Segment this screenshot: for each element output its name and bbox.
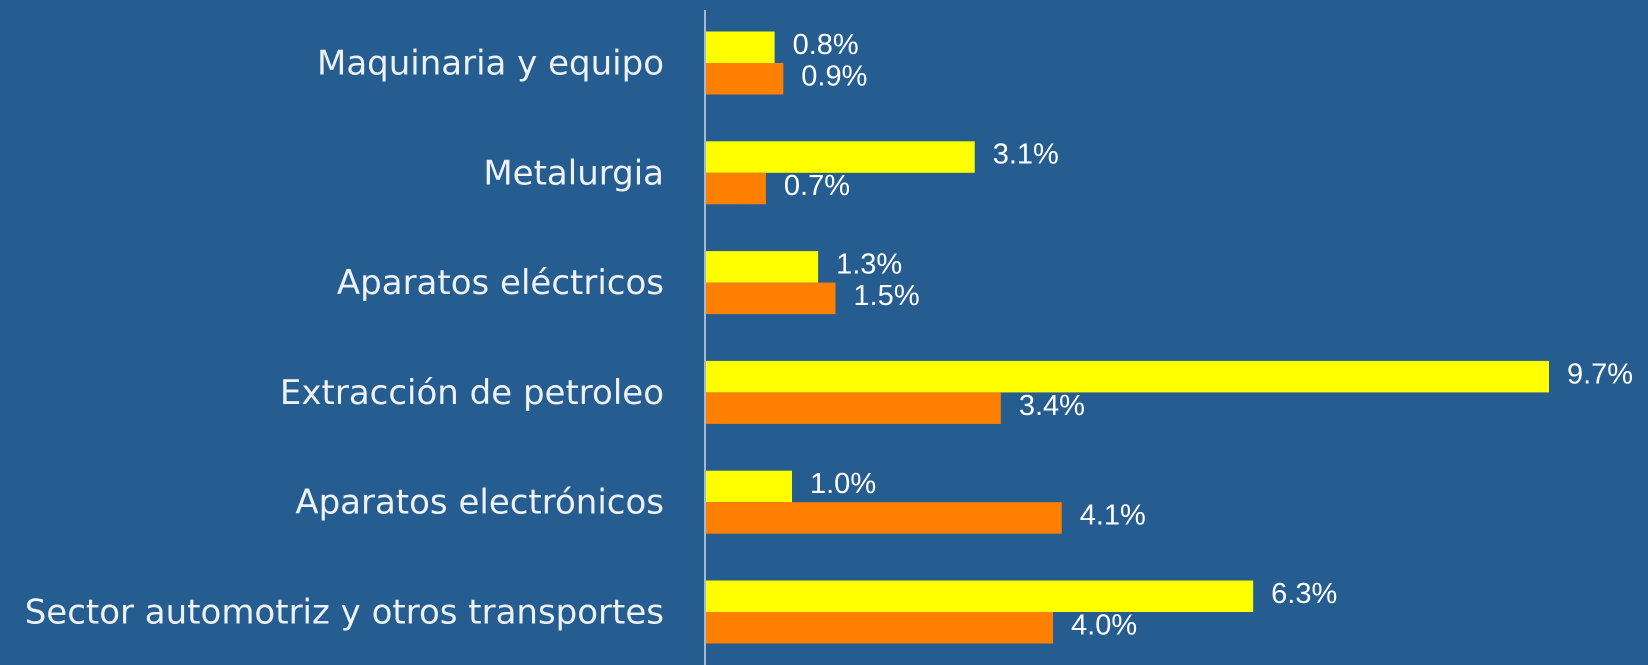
category-label: Aparatos eléctricos — [337, 263, 664, 303]
bar — [705, 63, 784, 95]
category-label: Sector automotriz y otros transportes — [25, 593, 664, 633]
bar — [705, 580, 1254, 612]
bar — [705, 172, 766, 205]
bar — [705, 470, 793, 503]
bar — [705, 612, 1054, 644]
bar — [705, 392, 1001, 424]
value-label: 3.4% — [1019, 390, 1085, 422]
bar — [705, 502, 1062, 534]
category-label: Maquinaria y equipo — [317, 44, 664, 84]
value-label: 0.7% — [784, 170, 850, 202]
bar — [705, 31, 775, 63]
value-label: 4.0% — [1071, 609, 1137, 641]
bar — [705, 282, 836, 315]
value-label: 0.8% — [793, 29, 859, 61]
value-label: 1.0% — [810, 468, 876, 500]
bar — [705, 360, 1549, 393]
value-label: 6.3% — [1271, 578, 1337, 610]
value-label: 1.5% — [854, 280, 920, 312]
value-label: 1.3% — [836, 249, 902, 281]
category-label: Metalurgia — [483, 153, 664, 193]
category-label: Aparatos electrónicos — [295, 483, 664, 523]
value-label: 9.7% — [1567, 358, 1633, 390]
bar — [705, 141, 975, 173]
category-label: Extracción de petroleo — [280, 373, 664, 413]
value-label: 4.1% — [1080, 500, 1146, 532]
value-label: 0.9% — [801, 60, 867, 92]
value-label: 3.1% — [993, 139, 1059, 171]
bar — [705, 251, 819, 283]
